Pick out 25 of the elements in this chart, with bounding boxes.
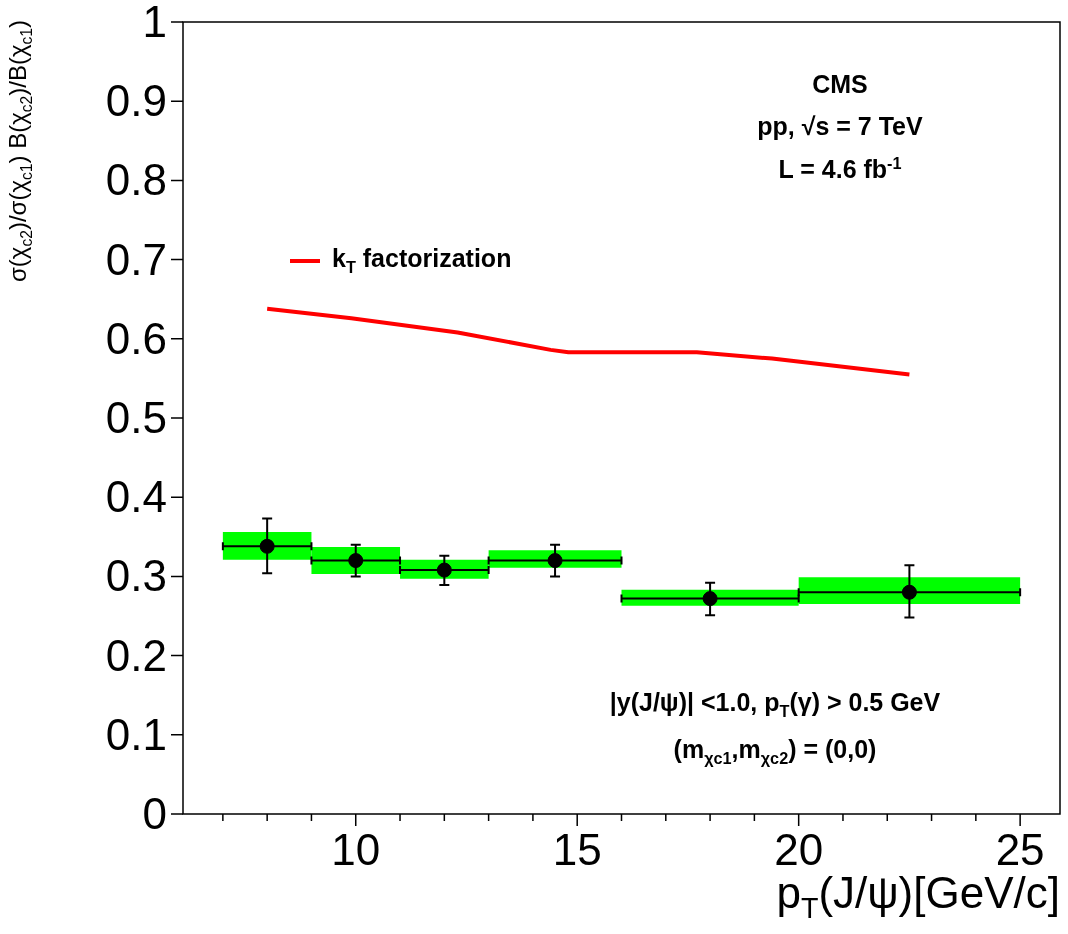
- y-tick-label: 0.6: [105, 313, 167, 363]
- x-tick-label: 10: [331, 825, 381, 874]
- legend-label: k$_{T}$ factorization: [332, 244, 512, 277]
- y-tick-label: 0.3: [105, 551, 167, 601]
- y-tick-label: 0.8: [105, 155, 167, 205]
- y-tick-label: 0.5: [105, 393, 167, 442]
- annotation: CMS: [812, 70, 868, 99]
- point: [901, 584, 917, 600]
- x-tick-label: 15: [552, 825, 602, 874]
- y-tick-label: 0.2: [105, 630, 167, 680]
- annotation: |y(J/ψ)| <1.0, p$_{T}$(γ) > 0.5 GeV: [609, 688, 941, 721]
- point: [259, 538, 275, 554]
- annotation: (m$_{χc1}$,m$_{χc2}$) = (0,0): [673, 735, 877, 768]
- annotation: pp, √s = 7 TeV: [757, 112, 923, 141]
- y-tick-label: 0.1: [105, 709, 167, 759]
- point: [348, 553, 364, 569]
- annotation: L = 4.6 fb$^{-1}$: [778, 154, 902, 185]
- y-tick-label: 1: [142, 0, 167, 46]
- point: [436, 562, 452, 578]
- y-tick-label: 0.9: [105, 76, 167, 126]
- point: [547, 553, 563, 569]
- point: [702, 591, 718, 607]
- y-tick-label: 0: [142, 789, 167, 838]
- y-tick-label: 0.4: [105, 472, 167, 522]
- y-tick-label: 0.7: [105, 234, 167, 284]
